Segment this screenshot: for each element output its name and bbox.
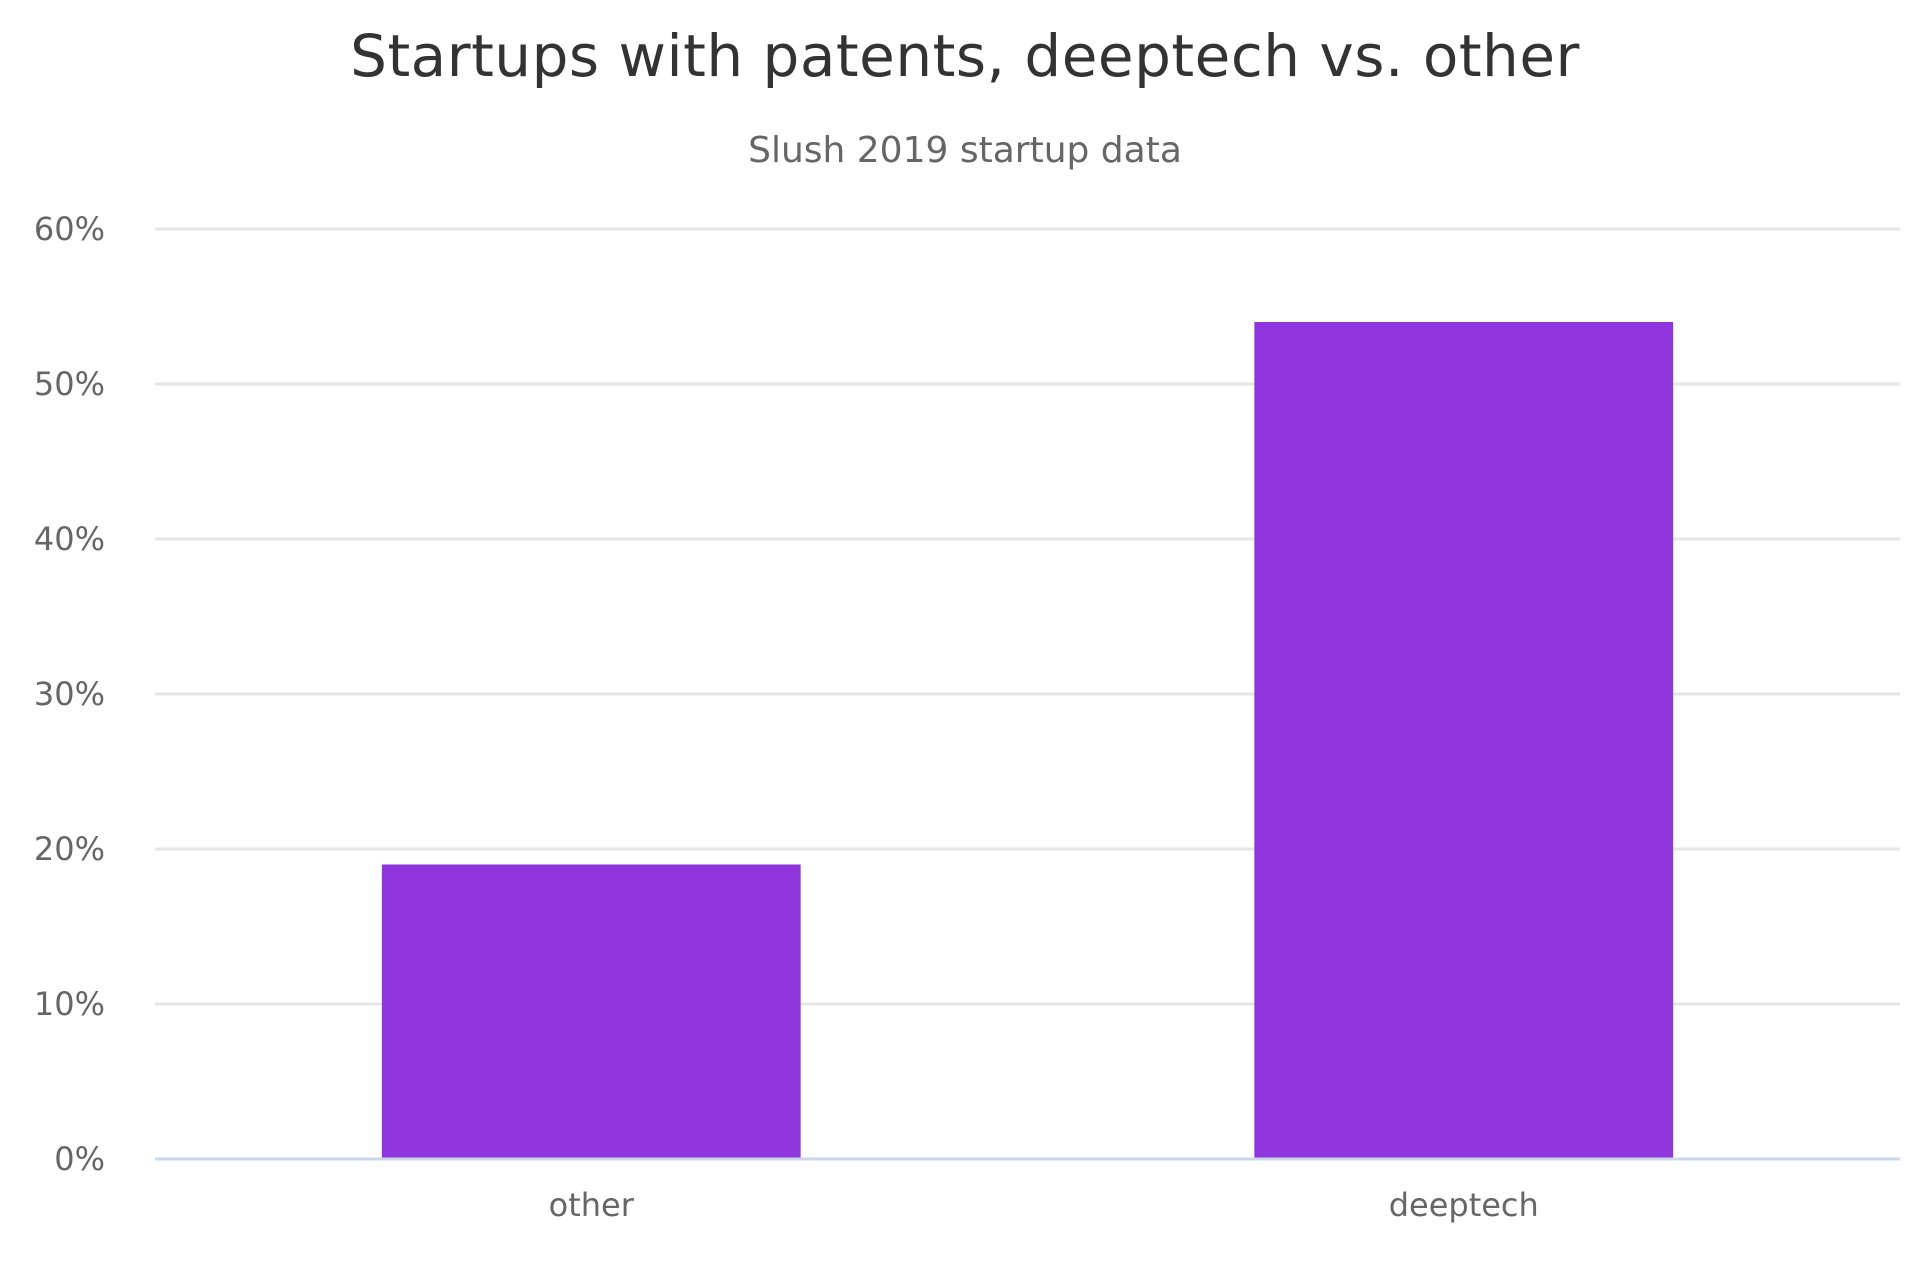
y-tick-label: 60%: [34, 210, 105, 248]
y-tick-label: 20%: [34, 830, 105, 868]
y-tick-label: 0%: [54, 1140, 105, 1178]
chart-subtitle: Slush 2019 startup data: [748, 130, 1182, 171]
bar-deeptech[interactable]: [1254, 322, 1674, 1159]
x-tick-label: deeptech: [1389, 1186, 1539, 1224]
bars: [381, 322, 1674, 1160]
y-tick-label: 10%: [34, 985, 105, 1023]
x-tick-label: other: [549, 1186, 635, 1224]
x-axis-ticks: other deeptech: [549, 1186, 1539, 1224]
chart-title: Startups with patents, deeptech vs. othe…: [350, 22, 1580, 90]
y-tick-label: 40%: [34, 520, 105, 558]
y-axis-ticks: 0% 10% 20% 30% 40% 50% 60%: [34, 210, 105, 1178]
y-tick-label: 30%: [34, 675, 105, 713]
y-tick-label: 50%: [34, 365, 105, 403]
bar-other[interactable]: [381, 864, 801, 1160]
